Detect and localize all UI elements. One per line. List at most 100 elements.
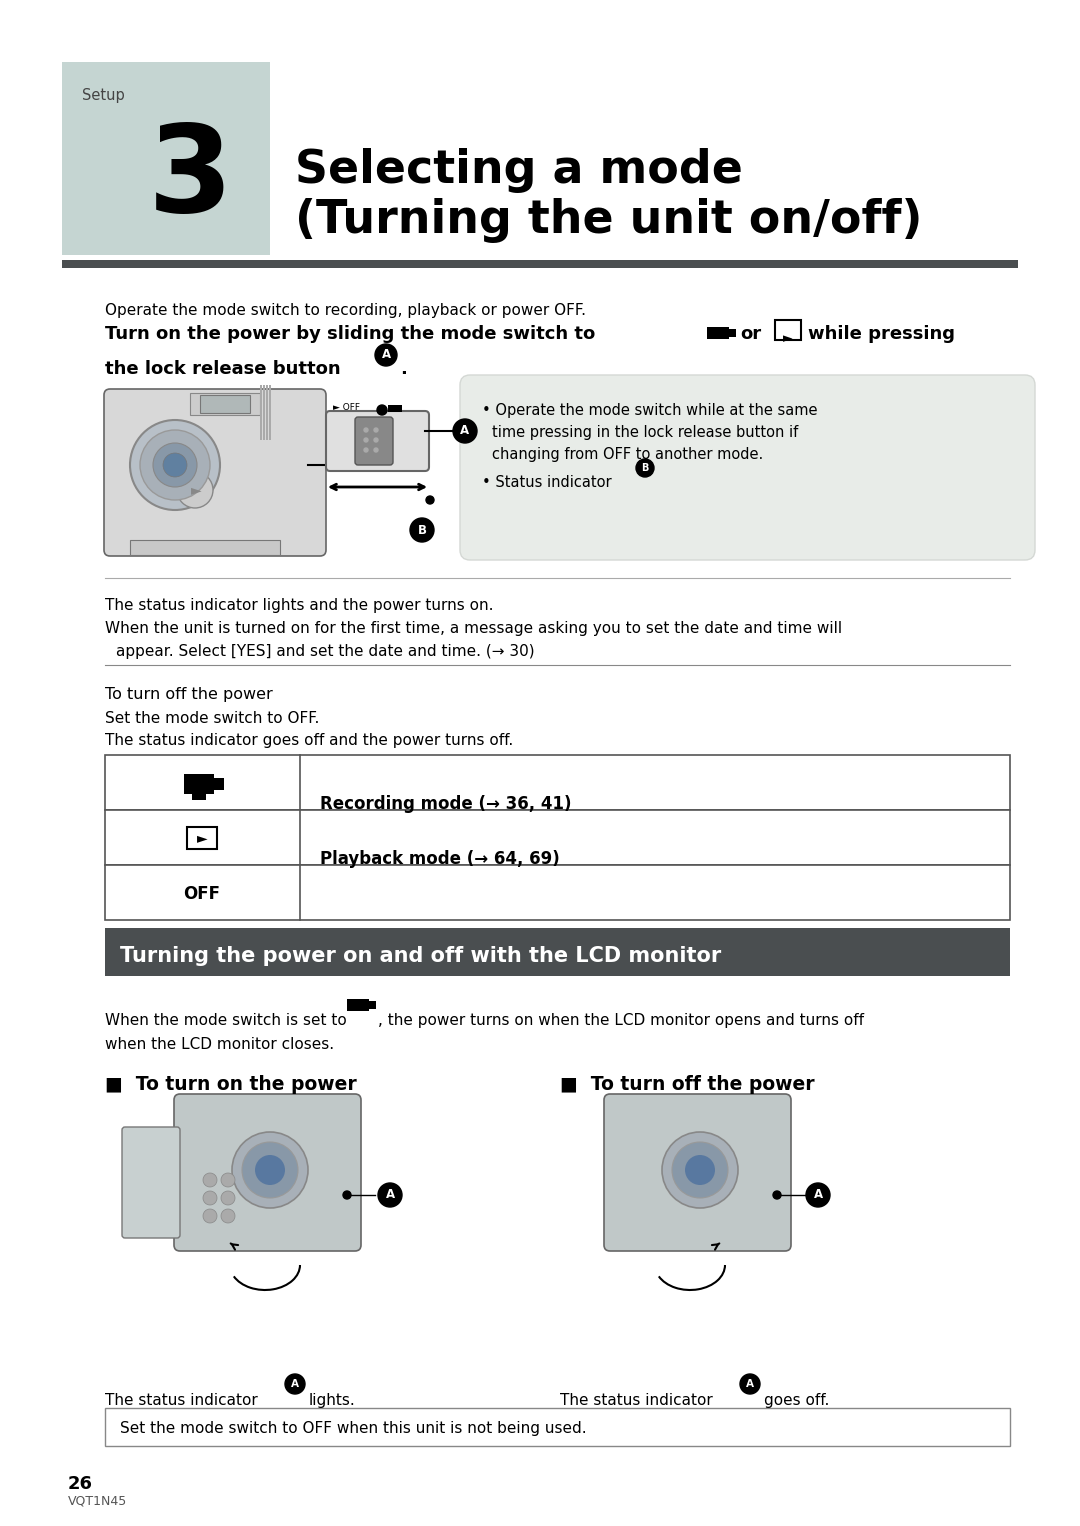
FancyBboxPatch shape [604,1094,791,1251]
Circle shape [740,1373,760,1393]
FancyBboxPatch shape [326,410,429,472]
FancyBboxPatch shape [355,417,393,465]
Text: • Operate the mode switch while at the same: • Operate the mode switch while at the s… [482,403,818,418]
Circle shape [364,438,368,443]
Text: Operate the mode switch to recording, playback or power OFF.: Operate the mode switch to recording, pl… [105,304,586,317]
Text: • Status indicator: • Status indicator [482,475,611,490]
Circle shape [242,1141,298,1198]
Circle shape [773,1190,781,1199]
Text: 26: 26 [68,1476,93,1492]
Circle shape [177,472,213,508]
Bar [368,1001,376,1009]
Circle shape [685,1155,715,1186]
Bar [266,385,268,439]
Text: When the mode switch is set to: When the mode switch is set to [105,1013,347,1029]
Text: A: A [813,1189,823,1201]
Text: VQT1N45: VQT1N45 [68,1495,127,1508]
Bar [62,63,270,255]
Text: , the power turns on when the LCD monitor opens and turns off: , the power turns on when the LCD monito… [378,1013,864,1029]
Bar [105,928,1010,977]
Text: A: A [291,1380,299,1389]
Bar [105,810,1010,865]
Bar [130,540,280,555]
Circle shape [221,1173,235,1187]
Circle shape [374,449,378,452]
Circle shape [221,1209,235,1222]
Text: The status indicator: The status indicator [105,1393,258,1408]
Text: 3: 3 [148,121,232,237]
Text: Setup: Setup [82,89,125,102]
Circle shape [662,1132,738,1209]
Circle shape [364,449,368,452]
Bar [190,394,260,415]
Text: .: . [400,360,407,378]
Text: ■  To turn on the power: ■ To turn on the power [105,1074,356,1094]
Text: A: A [746,1380,754,1389]
Bar [105,865,1010,920]
Bar [105,1408,1010,1447]
Text: or: or [740,325,761,343]
Circle shape [364,427,368,432]
Bar [388,404,402,412]
Text: The status indicator goes off and the power turns off.: The status indicator goes off and the po… [105,732,513,748]
Circle shape [163,453,187,478]
Bar [260,385,262,439]
Text: The status indicator lights and the power turns on.: The status indicator lights and the powe… [105,598,494,613]
Bar [187,827,217,848]
Text: Set the mode switch to OFF.: Set the mode switch to OFF. [105,711,320,726]
Bar [184,774,214,794]
Text: ►: ► [783,333,793,345]
Text: goes off.: goes off. [764,1393,829,1408]
Circle shape [140,430,210,501]
Text: Selecting a mode: Selecting a mode [295,148,743,192]
FancyBboxPatch shape [104,389,326,555]
Bar [192,792,206,800]
Circle shape [153,443,197,487]
Text: To turn off the power: To turn off the power [105,687,273,702]
Circle shape [130,420,220,510]
Circle shape [375,343,397,366]
Text: while pressing: while pressing [808,325,955,343]
FancyBboxPatch shape [174,1094,361,1251]
Circle shape [378,1183,402,1207]
Text: when the LCD monitor closes.: when the LCD monitor closes. [105,1038,334,1051]
Circle shape [285,1373,305,1393]
Circle shape [806,1183,831,1207]
Text: ■  To turn off the power: ■ To turn off the power [561,1074,814,1094]
Circle shape [203,1190,217,1206]
Bar [729,330,735,337]
Text: changing from OFF to another mode.: changing from OFF to another mode. [492,447,764,462]
Text: B: B [418,523,427,537]
Text: Recording mode (→ 36, 41): Recording mode (→ 36, 41) [320,795,571,813]
Text: ► OFF: ► OFF [333,403,360,412]
Circle shape [377,404,387,415]
Text: When the unit is turned on for the first time, a message asking you to set the d: When the unit is turned on for the first… [105,621,842,636]
Text: A: A [460,424,470,438]
Circle shape [203,1209,217,1222]
Circle shape [374,438,378,443]
Text: Turn on the power by sliding the mode switch to: Turn on the power by sliding the mode sw… [105,325,595,343]
Circle shape [410,517,434,542]
Text: A: A [381,348,391,362]
Text: A: A [386,1189,394,1201]
Text: ►: ► [191,484,201,497]
Text: time pressing in the lock release button if: time pressing in the lock release button… [492,426,798,439]
Bar [347,998,368,1012]
Circle shape [672,1141,728,1198]
Bar [200,395,249,414]
Text: appear. Select [YES] and set the date and time. (→ 30): appear. Select [YES] and set the date an… [116,644,535,659]
Circle shape [343,1190,351,1199]
Circle shape [374,427,378,432]
FancyBboxPatch shape [122,1128,180,1238]
Circle shape [203,1173,217,1187]
Text: B: B [642,462,649,473]
Text: Playback mode (→ 64, 69): Playback mode (→ 64, 69) [320,850,559,868]
Bar [105,755,1010,810]
Bar [214,778,224,790]
Text: The status indicator: The status indicator [561,1393,713,1408]
Circle shape [636,459,654,478]
FancyBboxPatch shape [460,375,1035,560]
Text: Set the mode switch to OFF when this unit is not being used.: Set the mode switch to OFF when this uni… [120,1421,586,1436]
Text: ►: ► [197,832,207,845]
Circle shape [426,496,434,504]
